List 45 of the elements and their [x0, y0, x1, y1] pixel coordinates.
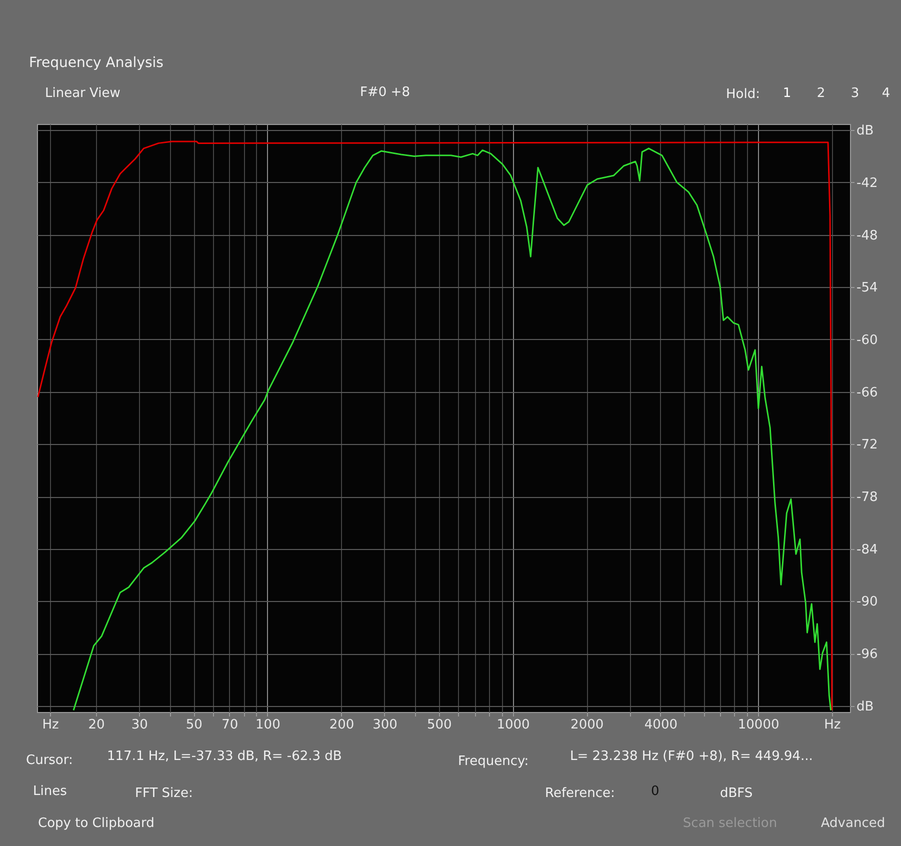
text: Copy to Clipboard	[38, 816, 154, 831]
y-tick-label: -54	[856, 280, 878, 296]
text: 1	[782, 86, 792, 101]
x-tick-label: 20	[88, 718, 105, 732]
y-tick-label: dB	[856, 699, 874, 714]
x-tick-label: 500	[426, 718, 452, 732]
chart-title: Frequency Analysis	[29, 55, 164, 71]
y-tick-label: -48	[856, 228, 878, 244]
x-tick-label: 30	[131, 718, 148, 732]
y-tick-label: -78	[856, 490, 878, 506]
x-tick-label: 50	[186, 718, 202, 732]
x-tick-label: 70	[222, 718, 238, 732]
y-tick-label: -72	[856, 438, 878, 453]
text: 117.1 Hz, L=-37.33 dB, R= -62.3 dB	[107, 749, 342, 764]
x-tick-label: 200	[329, 718, 354, 732]
x-tick-label: Hz	[824, 718, 841, 732]
chart-subtitle: F#0 +8	[360, 85, 410, 100]
text: FFT Size:	[135, 786, 193, 801]
text: L= 23.238 Hz (F#0 +8), R= 449.94...	[570, 749, 813, 764]
text: Hold:	[726, 87, 760, 102]
text: 3	[850, 86, 860, 101]
text: 2	[816, 86, 826, 101]
y-tick-label: -96	[856, 647, 878, 662]
text: 4	[882, 86, 890, 101]
text: Frequency:	[458, 754, 529, 769]
text: Advanced	[820, 816, 886, 831]
x-tick-label: 4000	[644, 718, 678, 732]
x-tick-label: 1000	[496, 718, 530, 732]
text: Lines	[33, 784, 68, 799]
text: Reference:	[545, 786, 615, 801]
x-tick-label: 300	[372, 718, 398, 732]
text: 0	[651, 784, 660, 799]
y-tick-label: -42	[856, 176, 878, 191]
x-tick-label: Hz	[42, 718, 60, 732]
y-tick-label: -60	[856, 332, 878, 348]
x-tick-label: 2000	[570, 718, 604, 732]
y-tick-label: -84	[856, 542, 878, 558]
y-tick-label: dB	[856, 124, 874, 139]
y-tick-label: -90	[856, 594, 878, 610]
y-tick-label: -66	[856, 385, 878, 400]
text: Cursor:	[26, 753, 73, 768]
x-tick-label: 100	[256, 718, 280, 732]
x-tick-label: 10000	[738, 718, 780, 732]
text: dBFS	[720, 786, 753, 801]
text: Linear View	[45, 86, 121, 101]
